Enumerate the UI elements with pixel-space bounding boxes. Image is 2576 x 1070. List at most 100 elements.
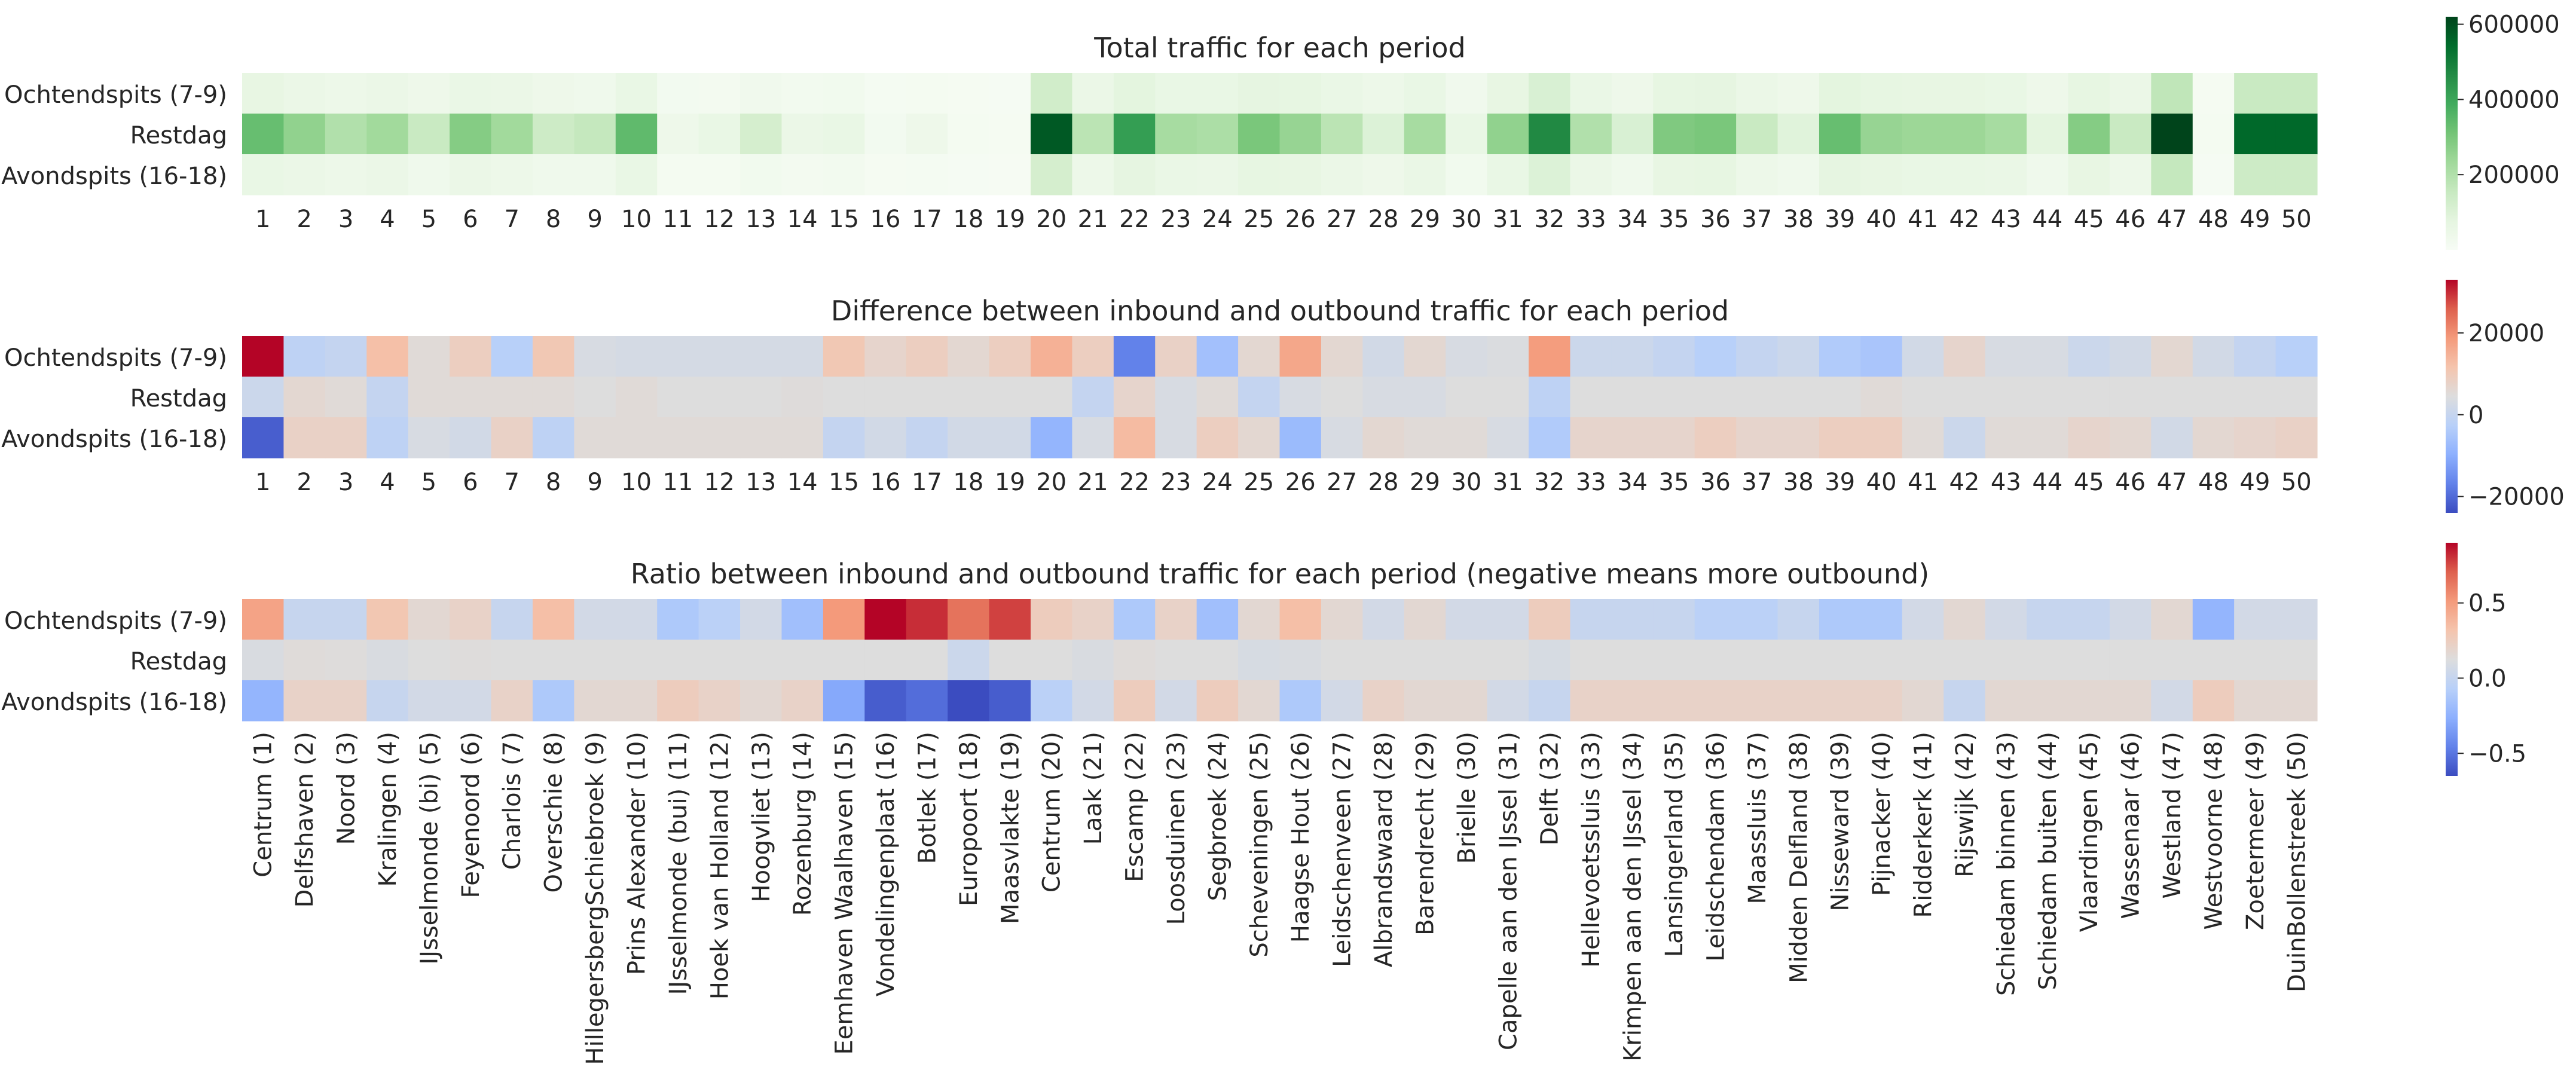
heatmap-cell bbox=[1944, 599, 1986, 640]
heatmap-cell bbox=[1487, 73, 1529, 114]
heatmap-cell bbox=[948, 640, 990, 681]
heatmap-cell bbox=[491, 417, 533, 458]
x-tick-label: 12 bbox=[704, 469, 735, 496]
heatmap-cell bbox=[1362, 114, 1405, 155]
heatmap-cell bbox=[1611, 680, 1654, 722]
heatmap-cell bbox=[1279, 599, 1322, 640]
x-tick-label: 12 bbox=[704, 206, 735, 233]
heatmap-cell bbox=[2275, 599, 2318, 640]
x-tick-label: Rozenburg (14) bbox=[789, 732, 817, 916]
heatmap-cell bbox=[781, 73, 824, 114]
x-tick-label: Prins Alexander (10) bbox=[623, 732, 650, 975]
x-tick-label: 22 bbox=[1119, 206, 1150, 233]
panel-1-colorbar bbox=[2446, 17, 2458, 250]
heatmap-cell bbox=[1362, 640, 1405, 681]
heatmap-cell bbox=[366, 114, 409, 155]
x-tick-label: Albrandswaard (28) bbox=[1370, 732, 1398, 967]
heatmap-cell bbox=[1196, 377, 1239, 418]
panel-3-cells bbox=[242, 599, 2318, 722]
heatmap-cell bbox=[1570, 640, 1612, 681]
x-tick-label: 40 bbox=[1866, 469, 1897, 496]
heatmap-cell bbox=[1694, 73, 1737, 114]
heatmap-cell bbox=[823, 417, 865, 458]
heatmap-cell bbox=[1362, 336, 1405, 377]
colorbar-tick-label: 400000 bbox=[2468, 86, 2560, 114]
x-tick-label: 34 bbox=[1617, 469, 1648, 496]
heatmap-cell bbox=[1238, 377, 1281, 418]
heatmap-cell bbox=[989, 599, 1031, 640]
x-tick-label: Leidschenveen (27) bbox=[1329, 732, 1356, 967]
heatmap-cell bbox=[325, 73, 367, 114]
x-tick-label: 25 bbox=[1243, 206, 1274, 233]
heatmap-cell bbox=[1321, 680, 1363, 722]
x-tick-label: Leidschendam (36) bbox=[1702, 732, 1729, 962]
heatmap-cell bbox=[2192, 680, 2235, 722]
heatmap-cell bbox=[781, 154, 824, 195]
x-tick-label: Loosduinen (23) bbox=[1163, 732, 1190, 925]
heatmap-cell bbox=[1529, 680, 1571, 722]
x-tick-label: 47 bbox=[2157, 469, 2187, 496]
x-tick-label: Escamp (22) bbox=[1122, 732, 1149, 882]
heatmap-cell bbox=[1196, 680, 1239, 722]
heatmap-cell bbox=[823, 377, 865, 418]
heatmap-cell bbox=[1030, 73, 1072, 114]
x-tick-label: 1 bbox=[255, 206, 270, 233]
heatmap-cell bbox=[283, 336, 326, 377]
x-tick-label: 42 bbox=[1949, 469, 1979, 496]
heatmap-cell bbox=[325, 154, 367, 195]
heatmap-cell bbox=[1072, 640, 1114, 681]
heatmap-cell bbox=[1487, 377, 1529, 418]
heatmap-cell bbox=[1819, 599, 1861, 640]
x-tick-label: 40 bbox=[1866, 206, 1897, 233]
heatmap-cell bbox=[491, 154, 533, 195]
x-tick-label: Segbroek (24) bbox=[1204, 732, 1232, 901]
heatmap-cell bbox=[1902, 417, 1944, 458]
x-tick-label: 18 bbox=[953, 469, 983, 496]
heatmap-cell bbox=[1279, 73, 1322, 114]
heatmap-cell bbox=[2027, 599, 2069, 640]
x-tick-label: 25 bbox=[1243, 469, 1274, 496]
heatmap-cell bbox=[2109, 640, 2152, 681]
heatmap-cell bbox=[1570, 377, 1612, 418]
x-tick-label: 26 bbox=[1285, 206, 1316, 233]
heatmap-cell bbox=[325, 336, 367, 377]
heatmap-cell bbox=[823, 680, 865, 722]
heatmap-cell bbox=[2109, 377, 2152, 418]
heatmap-cell bbox=[1155, 680, 1197, 722]
heatmap-cell bbox=[1902, 640, 1944, 681]
heatmap-cell bbox=[1694, 336, 1737, 377]
panel-2-row-label-1: Restdag bbox=[130, 385, 227, 412]
heatmap-cell bbox=[906, 73, 948, 114]
panel-3-colorbar-ticks: −0.5 0.0 0.5 bbox=[2458, 590, 2526, 768]
heatmap-cell bbox=[325, 114, 367, 155]
heatmap-cell bbox=[1653, 73, 1695, 114]
heatmap-cell bbox=[283, 154, 326, 195]
heatmap-cell bbox=[1860, 640, 1903, 681]
heatmap-cell bbox=[242, 599, 285, 640]
panel-2-x-tick-labels: 1 2 3 4 5 6 7 8 9 10 11 12 13 14 15 16 17 18 19 20 21 22 23 24 2… bbox=[255, 469, 2312, 496]
x-tick-label: IJsselmonde (bi) (5) bbox=[415, 732, 443, 965]
heatmap-cell bbox=[948, 154, 990, 195]
x-tick-label: Centrum (1) bbox=[250, 732, 277, 878]
heatmap-cell bbox=[574, 73, 616, 114]
colorbar-tick-label: 0 bbox=[2468, 402, 2483, 429]
heatmap-cell bbox=[698, 114, 741, 155]
heatmap-cell bbox=[1362, 377, 1405, 418]
heatmap-cell bbox=[491, 599, 533, 640]
x-tick-label: 33 bbox=[1576, 206, 1606, 233]
heatmap-cell bbox=[2068, 154, 2110, 195]
x-tick-label: Laak (21) bbox=[1080, 732, 1107, 845]
heatmap-cell bbox=[1694, 377, 1737, 418]
x-tick-label: Delfshaven (2) bbox=[291, 732, 319, 907]
heatmap-cell bbox=[615, 336, 658, 377]
heatmap-cell bbox=[2275, 640, 2318, 681]
heatmap-cell bbox=[1446, 640, 1488, 681]
heatmap-cell bbox=[1238, 154, 1281, 195]
heatmap-cell bbox=[2027, 336, 2069, 377]
heatmap-cell bbox=[1487, 417, 1529, 458]
x-tick-label: 50 bbox=[2281, 469, 2312, 496]
x-tick-label: 43 bbox=[1991, 206, 2021, 233]
heatmap-cell bbox=[1570, 154, 1612, 195]
x-tick-label: 32 bbox=[1534, 469, 1564, 496]
heatmap-cell bbox=[283, 640, 326, 681]
